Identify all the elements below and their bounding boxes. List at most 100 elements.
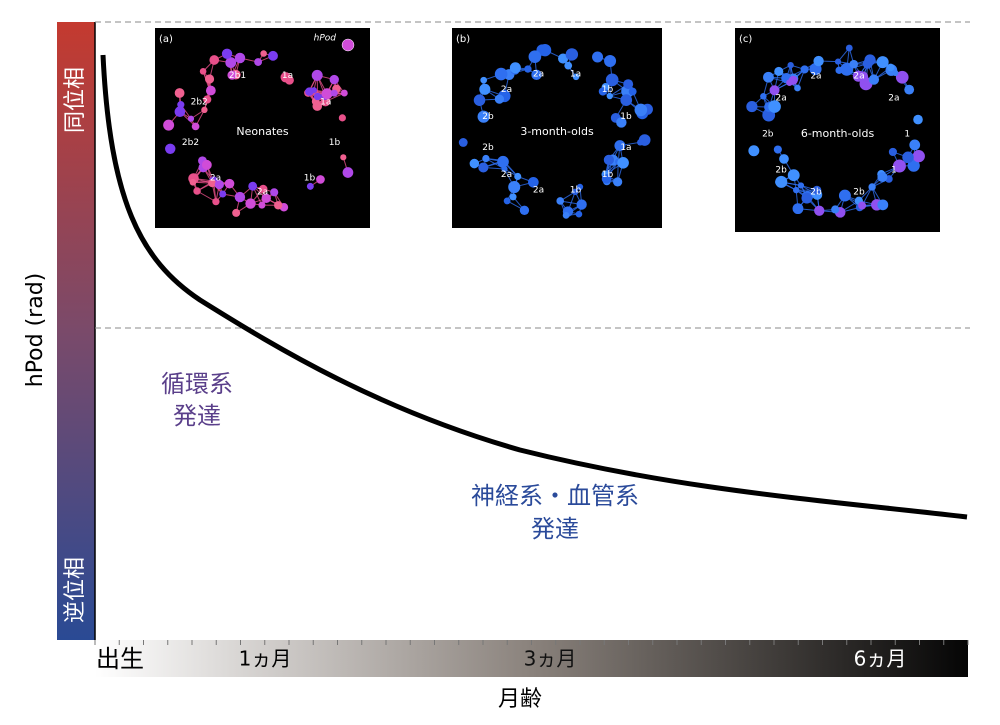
network-node	[268, 50, 278, 61]
node-label: 1a	[282, 71, 293, 81]
network-node	[340, 154, 347, 161]
node-label: 2a	[888, 94, 899, 104]
node-label: 2b	[775, 165, 787, 175]
node-label: 1b	[304, 173, 316, 183]
network-node	[814, 205, 825, 216]
node-label: 1b	[620, 112, 632, 122]
network-node	[907, 159, 920, 172]
legend-wheel	[341, 38, 355, 52]
network-node	[576, 183, 584, 191]
network-node	[797, 182, 805, 189]
network-node	[165, 143, 176, 154]
network-node	[592, 51, 604, 63]
network-node	[857, 71, 869, 82]
node-label: 1b	[570, 185, 582, 195]
network-node	[616, 117, 627, 128]
network-node	[876, 56, 889, 69]
network-node	[794, 84, 801, 92]
network-node	[868, 183, 876, 191]
node-label: 1	[891, 165, 897, 175]
x-axis-label: 月齢	[498, 687, 542, 712]
network-node	[638, 134, 651, 146]
y-top-label: 同位相	[63, 67, 88, 133]
network-node	[613, 177, 623, 187]
network-node	[204, 74, 215, 84]
node-label: 1a	[570, 70, 581, 80]
network-node	[208, 179, 217, 188]
network-node	[888, 147, 897, 157]
network-node	[509, 62, 521, 74]
network-node	[212, 198, 220, 206]
network-node	[902, 151, 914, 163]
network-node	[234, 191, 246, 203]
node-label: 2b	[762, 130, 774, 140]
network-node	[214, 179, 224, 190]
network-node	[224, 178, 235, 189]
network-node	[225, 57, 237, 68]
network-node	[614, 140, 626, 152]
network-node	[556, 197, 564, 205]
inset-title: Neonates	[236, 125, 289, 138]
node-label: 2a	[533, 70, 544, 80]
network-node	[576, 199, 587, 210]
network-node	[800, 65, 809, 74]
trend-curve	[100, 54, 968, 520]
network-node	[342, 167, 354, 178]
network-node	[787, 62, 794, 69]
network-node	[775, 175, 788, 188]
network-node	[201, 159, 212, 170]
network-node	[617, 157, 629, 169]
network-node	[598, 87, 608, 96]
network-node	[877, 199, 889, 211]
node-label: 2a	[210, 173, 221, 183]
x-tick-label: 3ヵ月	[524, 647, 577, 671]
x-tick-label: 出生	[96, 645, 144, 673]
network-node	[258, 184, 268, 194]
node-label: 2b2	[182, 138, 199, 148]
network-node	[524, 65, 532, 73]
network-node	[219, 190, 227, 198]
panel-label: (b)	[456, 34, 470, 45]
network-node	[201, 106, 208, 114]
annotation: 神経系・血管系	[471, 482, 639, 510]
network-node	[260, 50, 267, 57]
network-node	[604, 55, 617, 68]
network-node	[313, 92, 322, 101]
network-node	[786, 79, 793, 86]
x-tick-label: 1ヵ月	[239, 647, 292, 671]
network-node	[203, 95, 212, 104]
network-node	[779, 154, 789, 164]
phase-bar	[57, 22, 95, 640]
network-node	[187, 115, 195, 122]
network-node	[558, 53, 569, 64]
network-node	[892, 69, 899, 77]
network-node	[174, 106, 186, 118]
annotation: 循環系	[161, 370, 233, 398]
network-node	[868, 74, 880, 85]
network-node	[773, 145, 782, 154]
network-node	[793, 186, 800, 194]
network-node	[248, 181, 258, 191]
network-node	[912, 150, 925, 163]
inset-title: 3-month-olds	[520, 125, 594, 138]
network-node	[234, 52, 246, 64]
node-label: 1a	[320, 98, 331, 108]
network-node	[528, 50, 542, 64]
network-node	[849, 59, 859, 69]
network-node	[838, 189, 851, 202]
x-tick-label: 6ヵ月	[854, 647, 907, 671]
node-label: 2a	[853, 71, 864, 81]
annotation: 発達	[173, 402, 221, 430]
network-node	[261, 193, 271, 204]
network-node	[205, 85, 216, 96]
network-node	[310, 87, 317, 94]
network-node	[606, 92, 613, 100]
node-label: 2a	[775, 94, 786, 104]
network-node	[763, 71, 774, 83]
network-node	[862, 58, 873, 69]
network-node	[285, 75, 294, 85]
network-node	[892, 159, 906, 173]
network-node	[177, 101, 185, 109]
inset-title: 6-month-olds	[801, 127, 875, 140]
